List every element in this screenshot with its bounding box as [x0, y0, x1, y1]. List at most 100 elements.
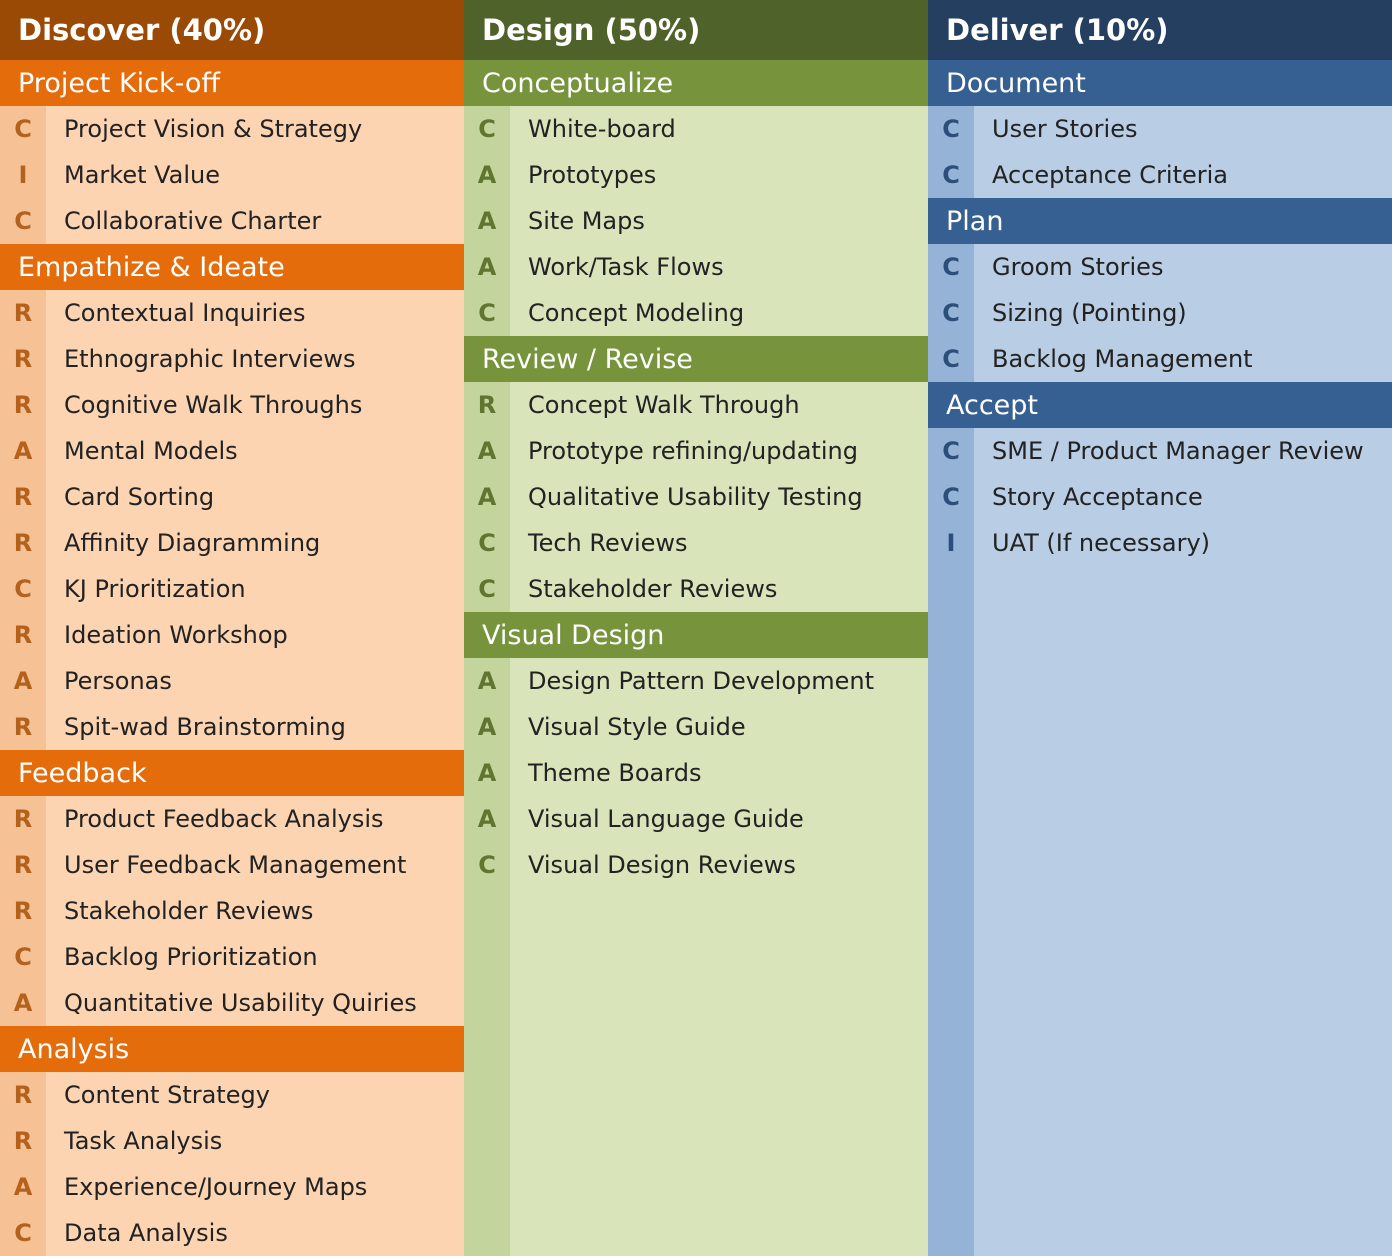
raci-code: C [942, 345, 960, 373]
item-label: Ethnographic Interviews [64, 345, 356, 373]
list-item: C Sizing (Pointing) [928, 290, 1392, 336]
raci-code: A [477, 161, 497, 189]
list-item: A Visual Language Guide [464, 796, 928, 842]
item-label: SME / Product Manager Review [992, 437, 1364, 465]
item-label: Content Strategy [64, 1081, 270, 1109]
list-item: C User Stories [928, 106, 1392, 152]
list-item: C Data Analysis [0, 1210, 464, 1256]
item-label: Backlog Management [992, 345, 1253, 373]
section-header-feedback: Feedback [0, 750, 464, 796]
item-label: Card Sorting [64, 483, 215, 511]
item-label: Mental Models [64, 437, 238, 465]
raci-code: R [13, 299, 33, 327]
raci-code: C [478, 575, 496, 603]
item-label: Affinity Diagramming [64, 529, 321, 557]
list-item: R Spit-wad Brainstorming [0, 704, 464, 750]
item-label: Concept Walk Through [528, 391, 800, 419]
list-item: R User Feedback Management [0, 842, 464, 888]
column-header-deliver: Deliver (10%) [928, 0, 1392, 60]
raci-code: A [13, 437, 33, 465]
raci-code: A [13, 989, 33, 1017]
list-item: C Collaborative Charter [0, 198, 464, 244]
item-label: Visual Style Guide [528, 713, 746, 741]
list-item: R Cognitive Walk Throughs [0, 382, 464, 428]
section-header-conceptualize: Conceptualize [464, 60, 928, 106]
section-header-visual-design: Visual Design [464, 612, 928, 658]
item-label: Product Feedback Analysis [64, 805, 384, 833]
item-label: Task Analysis [64, 1127, 223, 1155]
item-label: Visual Design Reviews [528, 851, 796, 879]
raci-code: C [478, 115, 496, 143]
list-item: C Concept Modeling [464, 290, 928, 336]
list-item: C Visual Design Reviews [464, 842, 928, 888]
raci-code: C [14, 1219, 32, 1247]
raci-code: A [477, 805, 497, 833]
item-label: Groom Stories [992, 253, 1164, 281]
raci-code: C [942, 483, 960, 511]
raci-code: C [478, 529, 496, 557]
item-label: Site Maps [528, 207, 645, 235]
item-label: Data Analysis [64, 1219, 228, 1247]
item-label: Prototype refining/updating [528, 437, 858, 465]
raci-code: R [13, 391, 33, 419]
raci-code: C [942, 299, 960, 327]
raci-code: A [477, 713, 497, 741]
list-item: C Groom Stories [928, 244, 1392, 290]
list-item: R Task Analysis [0, 1118, 464, 1164]
raci-code: R [13, 483, 33, 511]
list-item: C Project Vision & Strategy [0, 106, 464, 152]
column-deliver: Deliver (10%) Document C User Stories C Accep… [928, 0, 1392, 1256]
list-item: R Concept Walk Through [464, 382, 928, 428]
list-item: R Affinity Diagramming [0, 520, 464, 566]
column-header-discover: Discover (40%) [0, 0, 464, 60]
raci-code: A [477, 667, 497, 695]
list-item: A Qualitative Usability Testing [464, 474, 928, 520]
raci-code: R [477, 391, 497, 419]
list-item: R Card Sorting [0, 474, 464, 520]
item-label: Qualitative Usability Testing [528, 483, 863, 511]
item-label: Collaborative Charter [64, 207, 322, 235]
list-item: A Personas [0, 658, 464, 704]
list-item: R Ideation Workshop [0, 612, 464, 658]
item-label: Spit-wad Brainstorming [64, 713, 346, 741]
raci-code: C [14, 115, 32, 143]
list-item: R Content Strategy [0, 1072, 464, 1118]
raci-code: R [13, 345, 33, 373]
list-item: C White-board [464, 106, 928, 152]
list-item: A Visual Style Guide [464, 704, 928, 750]
raci-code: R [13, 529, 33, 557]
list-item: R Stakeholder Reviews [0, 888, 464, 934]
list-item: C Tech Reviews [464, 520, 928, 566]
section-header-review-revise: Review / Revise [464, 336, 928, 382]
list-item: C Story Acceptance [928, 474, 1392, 520]
list-item: A Work/Task Flows [464, 244, 928, 290]
list-item: C Stakeholder Reviews [464, 566, 928, 612]
item-label: Theme Boards [528, 759, 702, 787]
raci-code: R [13, 805, 33, 833]
raci-code: A [13, 1173, 33, 1201]
list-item: I Market Value [0, 152, 464, 198]
item-label: Backlog Prioritization [64, 943, 318, 971]
list-item: A Mental Models [0, 428, 464, 474]
column-content: Deliver (10%) Document C User Stories C Accep… [928, 0, 1392, 566]
raci-code: R [13, 1081, 33, 1109]
item-label: Prototypes [528, 161, 657, 189]
raci-code: A [477, 207, 497, 235]
item-label: Story Acceptance [992, 483, 1203, 511]
item-label: White-board [528, 115, 676, 143]
item-label: Work/Task Flows [528, 253, 724, 281]
raci-code: R [13, 1127, 33, 1155]
section-header-empathize-ideate: Empathize & Ideate [0, 244, 464, 290]
raci-code: I [946, 529, 956, 557]
item-label: Quantitative Usability Quiries [64, 989, 417, 1017]
list-item: C Acceptance Criteria [928, 152, 1392, 198]
item-label: Stakeholder Reviews [64, 897, 314, 925]
item-label: Project Vision & Strategy [64, 115, 363, 143]
column-discover: Discover (40%) Project Kick-off C Project V… [0, 0, 464, 1256]
item-label: User Stories [992, 115, 1138, 143]
list-item: C Backlog Prioritization [0, 934, 464, 980]
item-label: Contextual Inquiries [64, 299, 306, 327]
column-design: Design (50%) Conceptualize C White-board A Pr… [464, 0, 928, 1256]
section-header-plan: Plan [928, 198, 1392, 244]
raci-code: C [478, 299, 496, 327]
